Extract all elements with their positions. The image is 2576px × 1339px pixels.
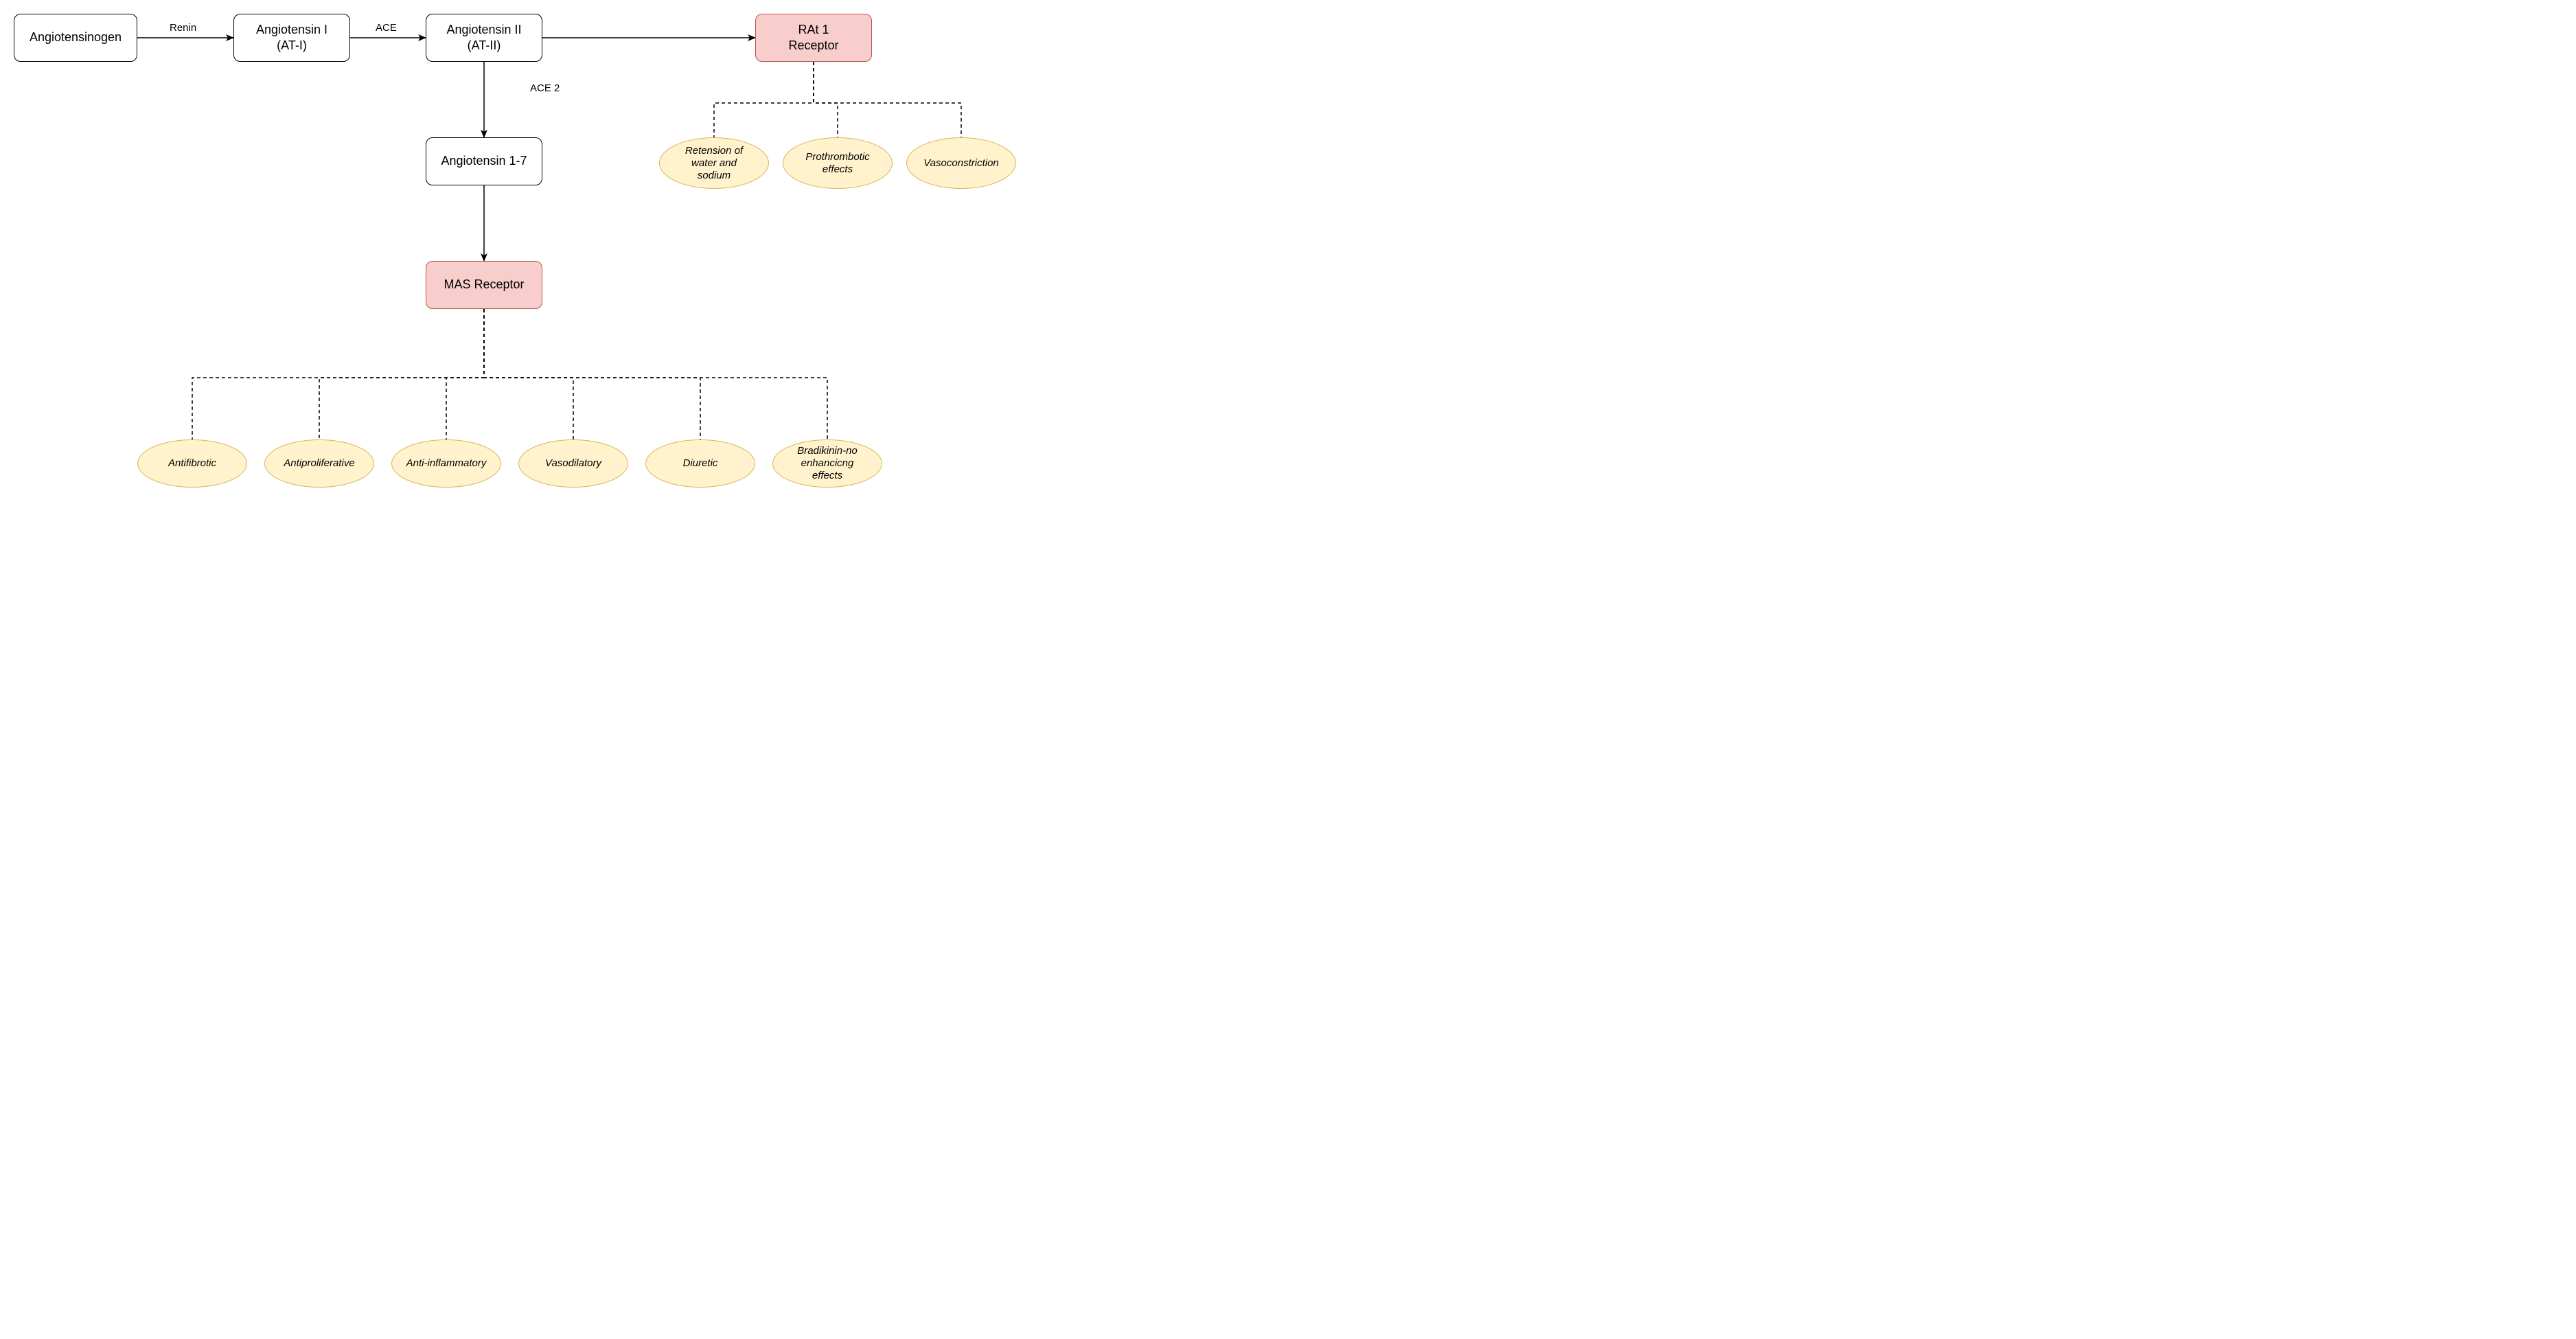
edge-label-angiotensinogen-at1: Renin xyxy=(168,22,198,34)
node-vasoconst: Vasoconstriction xyxy=(906,137,1016,189)
edge-mas-bradikinin xyxy=(484,309,827,439)
node-label-antiinfl: Anti-inflammatory xyxy=(406,457,487,470)
node-bradikinin: Bradikinin-noenhancicngeffects xyxy=(772,439,882,488)
edge-rat1-prothromb xyxy=(814,62,838,137)
node-retension: Retension ofwater andsodium xyxy=(659,137,769,189)
edge-mas-antifib xyxy=(192,309,484,439)
node-label-vasodil: Vasodilatory xyxy=(545,457,601,470)
node-label-antifib: Antifibrotic xyxy=(168,457,216,470)
node-antiinfl: Anti-inflammatory xyxy=(391,439,501,488)
edge-label-at1-at2: ACE xyxy=(374,22,398,34)
node-diuretic: Diuretic xyxy=(645,439,755,488)
edge-mas-vasodil xyxy=(484,309,573,439)
node-label-mas: MAS Receptor xyxy=(444,277,524,293)
edge-rat1-retension xyxy=(714,62,814,137)
node-vasodil: Vasodilatory xyxy=(518,439,628,488)
node-prothromb: Prothromboticeffects xyxy=(783,137,893,189)
edge-mas-diuretic xyxy=(484,309,700,439)
node-label-antiprolif: Antiproliferative xyxy=(284,457,354,470)
node-angiotensinogen: Angiotensinogen xyxy=(14,14,137,62)
edge-mas-antiprolif xyxy=(319,309,484,439)
node-antifib: Antifibrotic xyxy=(137,439,247,488)
node-mas: MAS Receptor xyxy=(426,261,542,309)
node-label-ang17: Angiotensin 1-7 xyxy=(441,153,527,169)
node-label-rat1: RAt 1Receptor xyxy=(788,22,838,54)
node-ang17: Angiotensin 1-7 xyxy=(426,137,542,185)
node-label-at1: Angiotensin I(AT-I) xyxy=(256,22,327,54)
node-label-vasoconst: Vasoconstriction xyxy=(923,157,999,170)
edge-mas-antiinfl xyxy=(446,309,484,439)
node-rat1: RAt 1Receptor xyxy=(755,14,872,62)
node-label-retension: Retension ofwater andsodium xyxy=(685,145,743,182)
node-label-angiotensinogen: Angiotensinogen xyxy=(30,30,122,45)
node-label-at2: Angiotensin II(AT-II) xyxy=(446,22,521,54)
edge-rat1-vasoconst xyxy=(814,62,961,137)
node-label-diuretic: Diuretic xyxy=(683,457,718,470)
node-at2: Angiotensin II(AT-II) xyxy=(426,14,542,62)
edge-label-at2-ang17: ACE 2 xyxy=(529,82,561,94)
node-antiprolif: Antiproliferative xyxy=(264,439,374,488)
node-label-prothromb: Prothromboticeffects xyxy=(805,151,869,176)
node-at1: Angiotensin I(AT-I) xyxy=(233,14,350,62)
node-label-bradikinin: Bradikinin-noenhancicngeffects xyxy=(797,445,858,482)
diagram-canvas: Renin ACE ACE 2 Angiotensinogen Angiotensin … xyxy=(0,0,1044,542)
